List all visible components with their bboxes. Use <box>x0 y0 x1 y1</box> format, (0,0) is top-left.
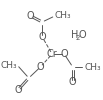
Text: O: O <box>37 62 44 72</box>
Text: 2: 2 <box>76 35 80 41</box>
Text: O: O <box>60 49 68 59</box>
Text: O: O <box>78 30 86 40</box>
Text: CH₃: CH₃ <box>55 12 71 20</box>
Text: O: O <box>27 11 34 21</box>
Text: CH₃: CH₃ <box>1 60 17 70</box>
Text: O: O <box>38 32 46 42</box>
Text: O: O <box>69 77 77 87</box>
Text: O: O <box>14 85 22 95</box>
Text: CH₃: CH₃ <box>84 62 101 72</box>
Text: Cr: Cr <box>47 49 57 59</box>
Text: H: H <box>71 30 78 40</box>
